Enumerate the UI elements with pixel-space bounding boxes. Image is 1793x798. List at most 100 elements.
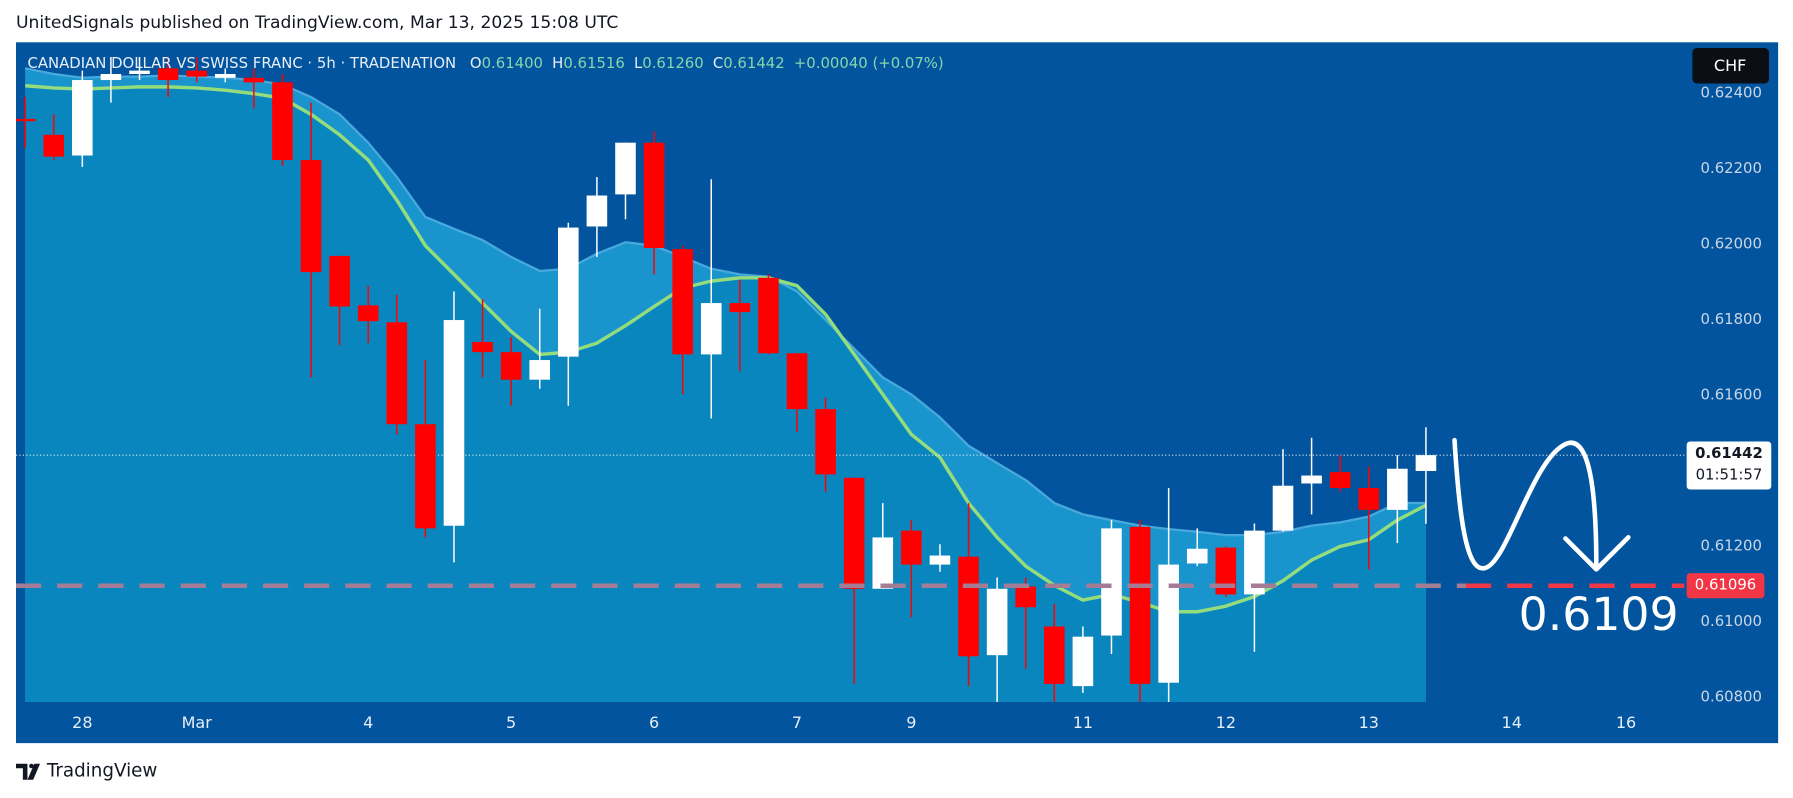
y-tick-label: 0.61000: [1701, 612, 1762, 630]
candle-body: [186, 70, 207, 77]
candle-body: [758, 277, 779, 354]
candle-body: [558, 227, 579, 357]
candle-body: [901, 530, 922, 565]
level-price-box: [1686, 573, 1765, 599]
currency-label: CHF: [1714, 56, 1746, 75]
x-tick-label: 16: [1616, 713, 1636, 732]
candle-body: [958, 556, 979, 657]
symbol-title: CANADIAN DOLLAR VS SWISS FRANC · 5h · TR…: [27, 54, 456, 72]
arrow-curve: [1452, 437, 1599, 571]
candle-body: [500, 352, 522, 380]
ohlc-key: L: [634, 54, 643, 72]
candle-body: [1358, 487, 1380, 510]
x-tick-label: 5: [506, 713, 516, 732]
candle-body: [1301, 475, 1322, 484]
x-tick-label: 4: [363, 713, 373, 732]
symbol-legend: CANADIAN DOLLAR VS SWISS FRANC · 5h · TR…: [27, 54, 943, 72]
x-tick-label: 28: [72, 713, 92, 732]
logo-v: [27, 763, 41, 780]
candle-body: [1044, 626, 1065, 684]
countdown-label: 01:51:57: [1696, 466, 1763, 484]
candle-body: [1244, 530, 1265, 595]
candle-body: [1015, 586, 1037, 608]
candle-body: [357, 305, 379, 322]
candle-body: [700, 303, 722, 355]
candle-body: [786, 353, 808, 410]
candle-body: [1215, 547, 1237, 595]
candle-body: [929, 555, 951, 565]
candle-body: [529, 360, 551, 380]
candle-body: [16, 118, 36, 122]
candle-body: [214, 74, 236, 78]
y-tick-label: 0.61800: [1701, 310, 1762, 328]
tradingview-logo: [16, 763, 41, 780]
candle-body: [815, 409, 836, 475]
candle-body: [615, 142, 636, 195]
y-tick-label: 0.60800: [1701, 687, 1762, 705]
x-tick-label: 13: [1359, 713, 1379, 732]
candle-body: [1387, 468, 1408, 510]
logo-t: [16, 763, 28, 780]
y-tick-label: 0.62000: [1701, 235, 1762, 253]
candle-body: [1158, 564, 1179, 683]
last-price-box: [1686, 441, 1772, 490]
x-tick-label: 12: [1216, 713, 1236, 732]
candle-body: [1072, 636, 1094, 687]
candle-body: [1415, 455, 1437, 472]
candle-body: [643, 142, 665, 248]
plot-area: [16, 57, 1685, 702]
candle-body: [1101, 528, 1122, 636]
logo-dot: [29, 763, 34, 769]
candle-body: [586, 195, 608, 227]
indicator-line: [25, 84, 1427, 614]
candle-body: [1329, 472, 1351, 488]
candle-body: [157, 68, 179, 81]
candle-body: [72, 80, 93, 156]
x-tick-label: 9: [906, 713, 916, 732]
footer-brand: TradingView: [46, 761, 158, 782]
publish-header: UnitedSignals published on TradingView.c…: [16, 13, 618, 33]
ohlc-value: 0.61260: [642, 54, 703, 72]
candle-body: [415, 424, 436, 529]
level-price-label: 0.61096: [1695, 576, 1756, 594]
last-price-label: 0.61442: [1695, 444, 1763, 462]
y-tick-label: 0.62200: [1701, 159, 1762, 177]
candle-body: [672, 249, 693, 355]
price-annotation: 0.6109: [1519, 588, 1679, 641]
candle-body: [100, 74, 122, 81]
candle-body: [1186, 548, 1208, 564]
candle-body: [272, 82, 293, 161]
indicator-area: [25, 85, 1426, 702]
x-tick-label: 11: [1073, 713, 1093, 732]
candle-body: [1272, 485, 1294, 531]
y-tick-label: 0.62400: [1701, 84, 1762, 102]
candle-body: [329, 255, 350, 307]
ohlc-value: 0.61400: [482, 54, 543, 72]
x-tick-label: 6: [649, 713, 659, 732]
y-tick-label: 0.61200: [1701, 536, 1762, 554]
ohlc-key: C: [713, 54, 723, 72]
candle-body: [843, 477, 865, 589]
x-tick-label: Mar: [182, 713, 213, 732]
candle-body: [443, 320, 465, 526]
candle-body: [43, 134, 65, 157]
candle-body: [386, 322, 408, 425]
candle-body: [300, 160, 322, 273]
candle-body: [129, 70, 150, 75]
x-tick-label: 7: [792, 713, 802, 732]
ohlc-value: 0.61516: [563, 54, 624, 72]
candle-body: [872, 537, 894, 589]
candle-body: [243, 77, 265, 83]
candle-body: [986, 588, 1008, 656]
drawing-arrow: [1452, 437, 1631, 572]
currency-badge: [1692, 48, 1769, 84]
axes: 0.62400 0.62200 0.62000 0.61800 0.61600 0.612…: [72, 84, 1772, 732]
y-tick-label: 0.61600: [1701, 386, 1762, 404]
x-tick-label: 14: [1502, 713, 1522, 732]
change-value: +0.00040 (+0.07%): [794, 54, 944, 72]
ohlc-key: O: [470, 54, 482, 72]
arrow-head: [1563, 535, 1631, 572]
ohlc-key: H: [552, 54, 563, 72]
candle-body: [1129, 526, 1151, 684]
